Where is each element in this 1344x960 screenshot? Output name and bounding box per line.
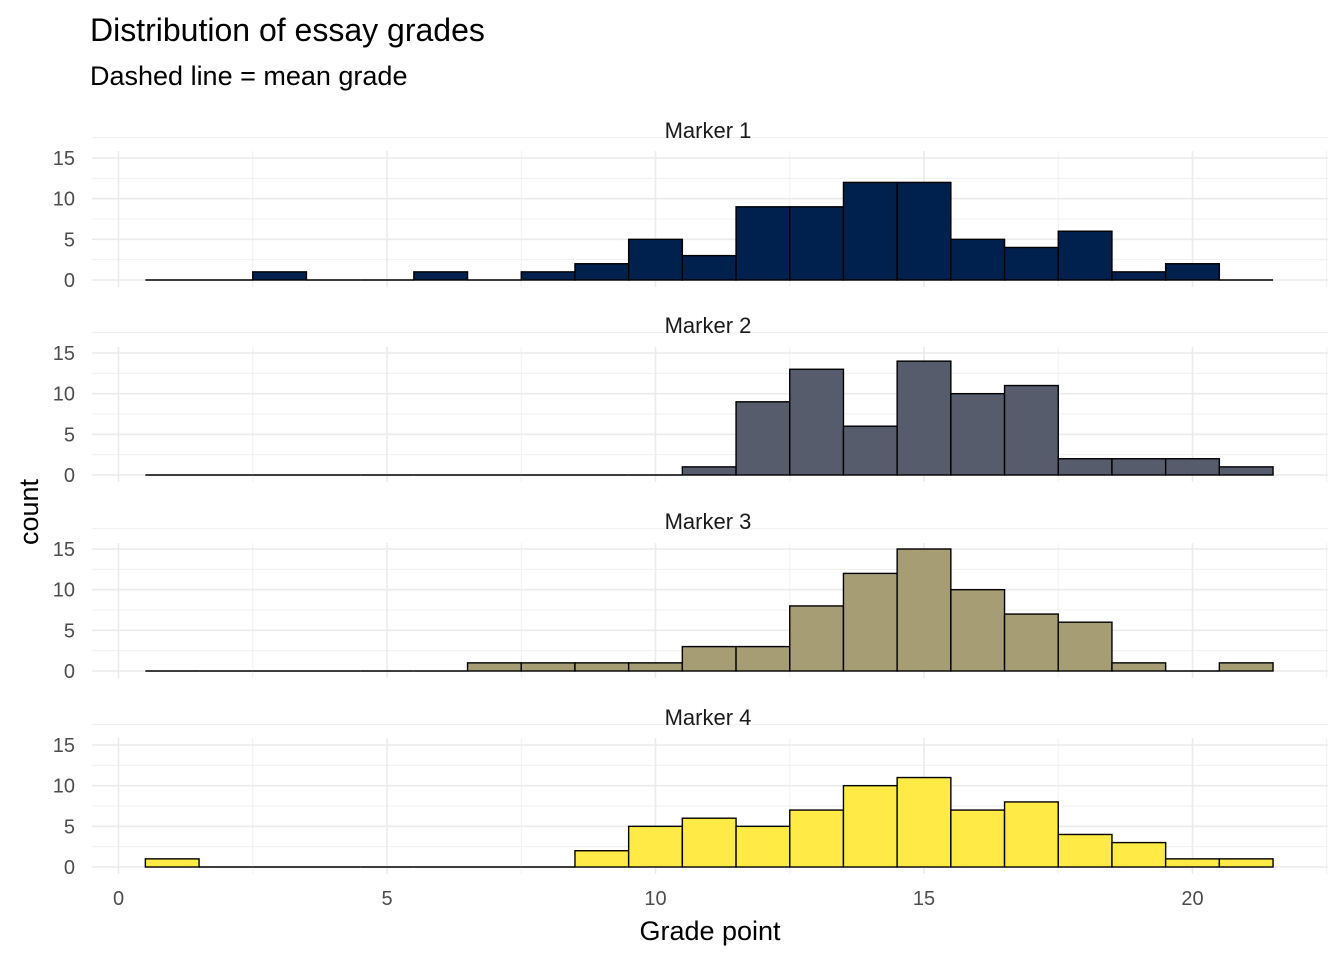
histogram-bar xyxy=(842,425,898,476)
x-tick-label: 5 xyxy=(381,888,392,910)
y-tick-label: 5 xyxy=(64,620,75,642)
histogram-bar xyxy=(574,662,630,672)
histogram-bar xyxy=(413,271,469,281)
y-axis-label: count xyxy=(14,478,44,545)
facet-panels: Marker 1 0 5 10 15 Marker 2 0 5 10 15 Marker 3 0 5 10… xyxy=(53,118,1328,879)
x-tick-label: 0 xyxy=(113,888,124,910)
histogram-bar xyxy=(574,850,630,868)
histogram-bar xyxy=(950,392,1006,476)
y-tick-label: 5 xyxy=(64,816,75,838)
facet-panel-1: Marker 1 0 5 10 15 xyxy=(53,118,1328,292)
histogram-bar xyxy=(896,548,952,672)
histogram-bar xyxy=(1164,858,1221,868)
y-tick-label: 5 xyxy=(64,229,75,251)
histogram-bar xyxy=(1164,458,1221,476)
histogram-bar xyxy=(789,809,845,868)
facet-label: Marker 1 xyxy=(665,118,752,143)
y-tick-label: 0 xyxy=(64,465,75,487)
facet-label: Marker 3 xyxy=(665,509,752,534)
histogram-bar xyxy=(252,271,308,281)
histogram-bar xyxy=(627,662,684,672)
facet-panel-4: Marker 4 0 5 10 15 xyxy=(53,705,1328,879)
y-tick-label: 0 xyxy=(64,270,75,292)
histogram-bar xyxy=(1218,466,1274,476)
y-tick-label: 15 xyxy=(53,343,75,365)
histogram-bar xyxy=(1003,613,1059,672)
histogram-bar xyxy=(681,254,737,281)
histogram-bar xyxy=(1111,662,1167,672)
histogram-bar xyxy=(1057,458,1113,476)
y-tick-label: 15 xyxy=(53,539,75,561)
x-tick-label: 15 xyxy=(913,888,935,910)
facet-label: Marker 4 xyxy=(665,705,752,730)
y-tick-label: 5 xyxy=(64,424,75,446)
x-axis-label: Grade point xyxy=(639,916,781,946)
histogram-bar xyxy=(735,645,791,672)
y-tick-label: 10 xyxy=(53,580,75,602)
histogram-bar xyxy=(896,776,952,868)
histogram-bar xyxy=(681,817,737,868)
histogram-bar xyxy=(842,784,898,868)
histogram-bar xyxy=(950,588,1006,672)
facet-panel-2: Marker 2 0 5 10 15 xyxy=(53,313,1328,487)
histogram-bar xyxy=(1164,263,1221,281)
histogram-bar xyxy=(1003,246,1059,281)
histogram-bar xyxy=(1057,621,1113,672)
histogram-bar xyxy=(1057,230,1113,281)
x-tick-label: 20 xyxy=(1181,888,1203,910)
histogram-bar xyxy=(1111,841,1167,868)
y-tick-label: 0 xyxy=(64,857,75,879)
histogram-bar xyxy=(1218,858,1274,868)
histogram-bar xyxy=(1003,801,1059,868)
histogram-bar xyxy=(1218,662,1274,672)
histogram-bar xyxy=(896,181,952,281)
histogram-bar xyxy=(735,401,791,476)
y-tick-label: 10 xyxy=(53,189,75,211)
y-tick-label: 10 xyxy=(53,776,75,798)
histogram-bar xyxy=(950,809,1006,868)
histogram-bar xyxy=(520,271,576,281)
histogram-bar xyxy=(1003,384,1059,476)
histogram-bar xyxy=(627,825,684,868)
histogram-bar xyxy=(950,238,1006,281)
histogram-bar xyxy=(627,238,684,281)
histogram-bar xyxy=(842,572,898,672)
histogram-bar xyxy=(1111,271,1167,281)
histogram-bar xyxy=(842,181,898,281)
histogram-bar xyxy=(144,858,200,868)
y-tick-label: 10 xyxy=(53,384,75,406)
histogram-bar xyxy=(574,263,630,281)
histogram-bar xyxy=(1111,458,1167,476)
histogram-bar xyxy=(466,662,522,672)
x-tick-label: 10 xyxy=(644,888,666,910)
chart-subtitle: Dashed line = mean grade xyxy=(90,61,407,91)
facet-panel-3: Marker 3 0 5 10 15 xyxy=(53,509,1328,683)
x-axis: 0 5 10 15 20 xyxy=(113,888,1204,910)
chart-title: Distribution of essay grades xyxy=(90,12,485,48)
facet-label: Marker 2 xyxy=(665,313,752,338)
histogram-bar xyxy=(681,466,737,476)
histogram-bar xyxy=(681,645,737,672)
histogram-bar xyxy=(520,662,576,672)
histogram-bar xyxy=(789,605,845,672)
histogram-bar xyxy=(789,368,845,476)
histogram-bar xyxy=(735,206,791,281)
histogram-bar xyxy=(896,360,952,476)
y-tick-label: 15 xyxy=(53,735,75,757)
y-tick-label: 15 xyxy=(53,148,75,170)
histogram-bar xyxy=(789,206,845,281)
y-tick-label: 0 xyxy=(64,661,75,683)
histogram-bar xyxy=(735,825,791,868)
histogram-bar xyxy=(1057,833,1113,868)
